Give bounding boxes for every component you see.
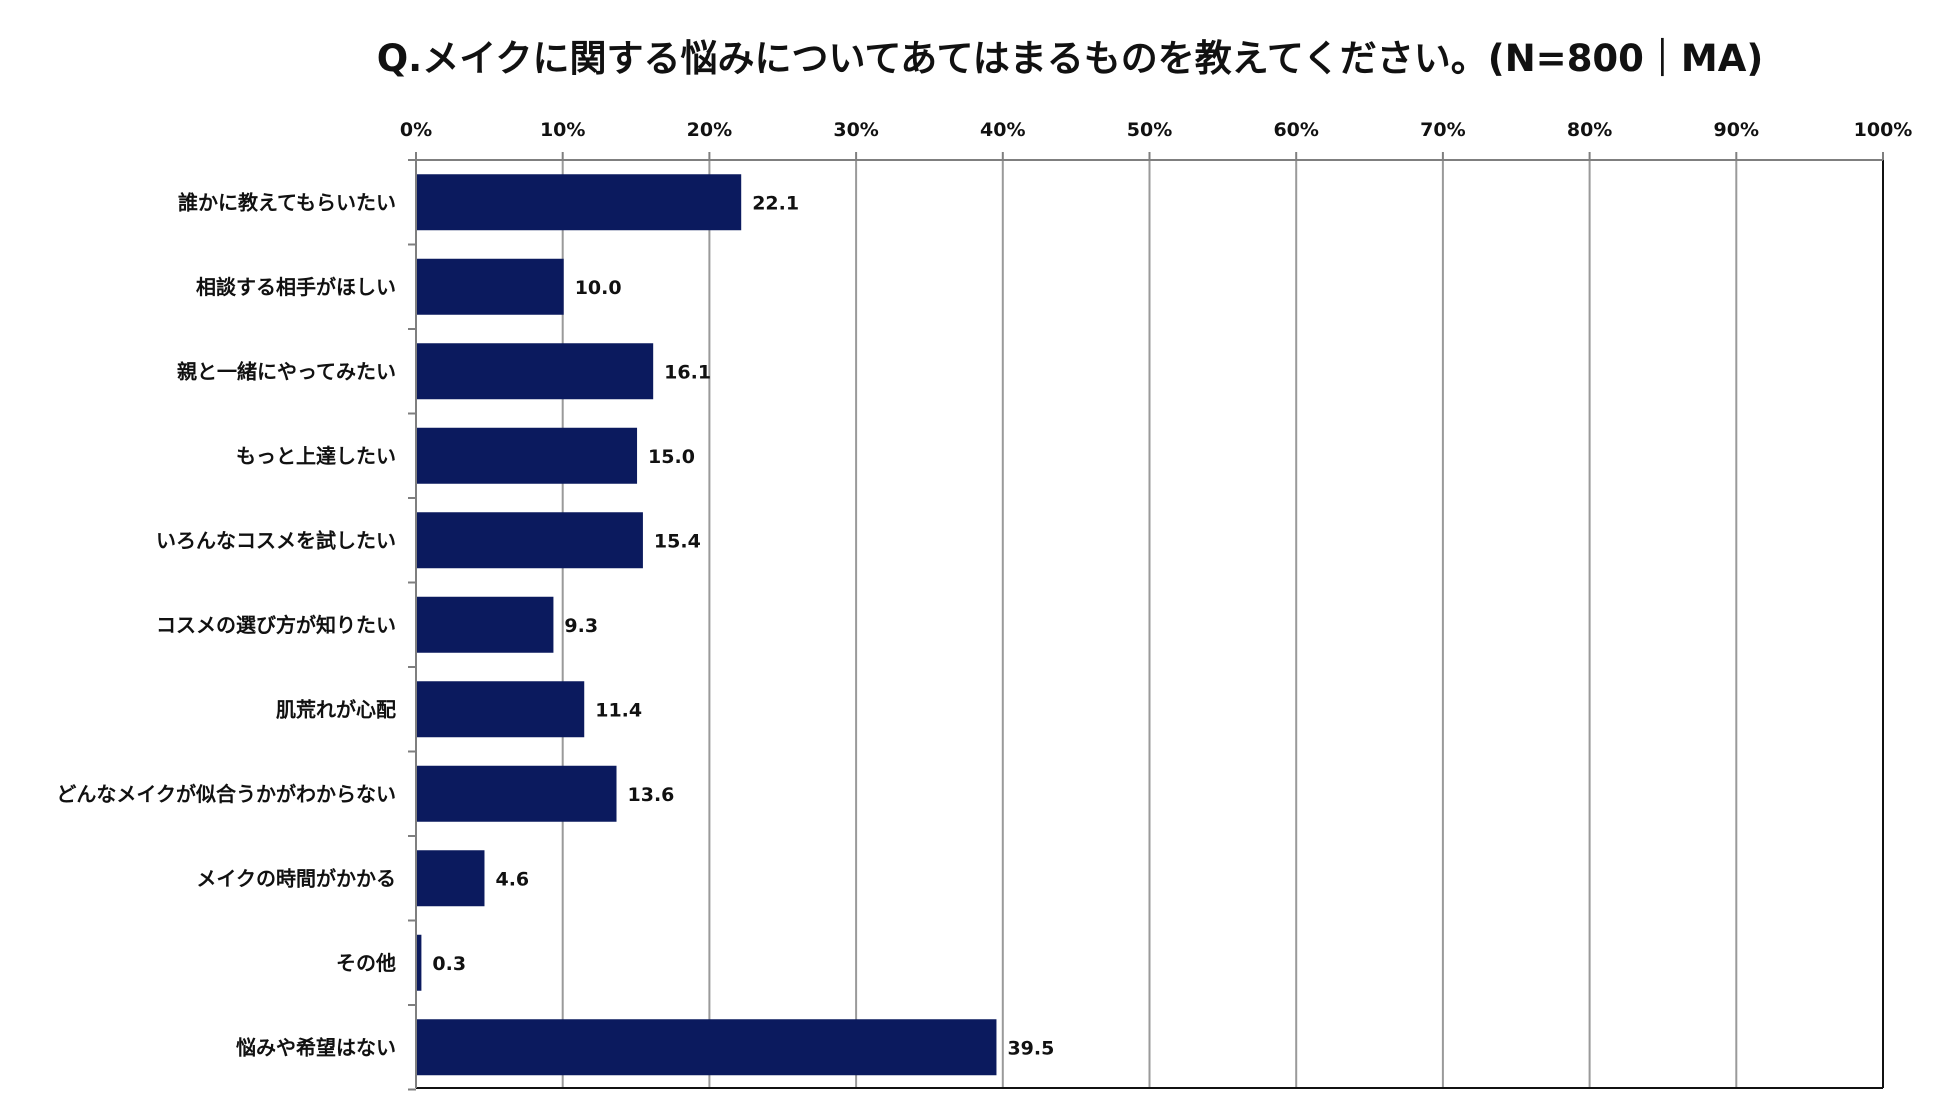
category-label: 肌荒れが心配 <box>276 697 396 721</box>
bar <box>417 1019 997 1076</box>
x-tick-label: 50% <box>1127 119 1172 141</box>
x-tick-label: 90% <box>1714 119 1759 141</box>
category-label: コスメの選び方が知りたい <box>156 613 396 637</box>
bar <box>417 850 485 907</box>
category-label: 悩みや希望はない <box>236 1035 396 1059</box>
category-label: もっと上達したい <box>236 444 396 468</box>
category-label: 親と一緒にやってみたい <box>177 359 396 383</box>
category-label: どんなメイクが似合うかがわからない <box>56 782 396 806</box>
data-label: 10.0 <box>575 277 622 299</box>
x-tick-label: 70% <box>1420 119 1465 141</box>
x-tick-label: 80% <box>1567 119 1612 141</box>
x-tick-label: 30% <box>833 119 878 141</box>
bar <box>417 427 638 484</box>
x-tick-label: 100% <box>1854 119 1913 141</box>
category-label: 誰かに教えてもらいたい <box>178 190 396 214</box>
data-label: 16.1 <box>664 361 711 383</box>
data-label: 0.3 <box>432 953 466 975</box>
chart-title: Q.メイクに関する悩みについてあてはまるものを教えてください。(N=800｜MA… <box>376 37 1764 80</box>
category-label: メイクの時間がかかる <box>196 866 396 890</box>
data-label: 13.6 <box>628 784 675 806</box>
x-tick-label: 40% <box>980 119 1025 141</box>
bar <box>417 765 617 822</box>
x-tick-label: 60% <box>1273 119 1318 141</box>
category-label: いろんなコスメを試したい <box>156 528 396 552</box>
category-label: 相談する相手がほしい <box>196 275 396 299</box>
bar <box>417 596 554 653</box>
data-label: 22.1 <box>752 192 799 214</box>
bar <box>417 681 585 738</box>
data-label: 15.4 <box>654 530 701 552</box>
x-tick-label: 20% <box>687 119 732 141</box>
category-label: その他 <box>336 951 396 975</box>
bar <box>417 934 422 991</box>
data-label: 39.5 <box>1007 1037 1054 1059</box>
data-label: 9.3 <box>564 615 598 637</box>
data-label: 4.6 <box>495 868 529 890</box>
x-tick-label: 10% <box>540 119 585 141</box>
bar <box>417 343 654 400</box>
data-label: 11.4 <box>595 699 642 721</box>
bar <box>417 174 742 231</box>
x-tick-label: 0% <box>400 119 432 141</box>
data-label: 15.0 <box>648 446 695 468</box>
bar <box>417 258 564 315</box>
bar <box>417 512 643 569</box>
